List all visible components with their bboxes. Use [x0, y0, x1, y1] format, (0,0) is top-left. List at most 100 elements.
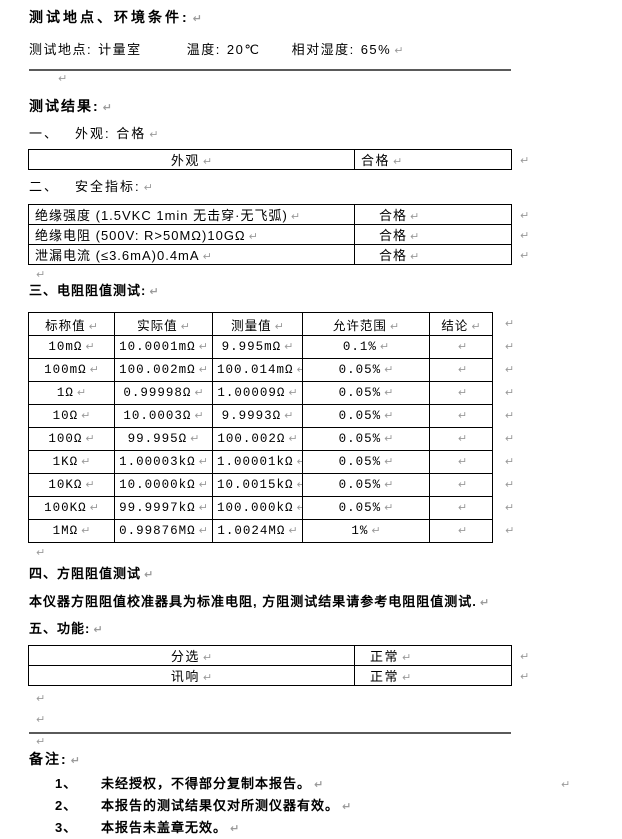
table-row: 1MΩ ↵ 0.99876MΩ ↵ 1.0024MΩ ↵ 1% ↵ ↵ ↵	[28, 519, 519, 543]
table-cell: 10.0000kΩ ↵	[114, 473, 213, 497]
paragraph-mark: ↵	[202, 155, 213, 168]
paragraph-mark: ↵	[290, 210, 301, 223]
paragraph-mark: ↵	[402, 651, 412, 664]
paragraph-mark: ↵	[202, 250, 212, 263]
row-end-mark-cell: ↵	[493, 382, 519, 405]
test-location-value: 计量室	[98, 42, 142, 57]
cell-text: 合格	[361, 153, 391, 168]
paragraph-mark: ↵	[520, 154, 530, 167]
table-cell: ↵	[429, 519, 493, 543]
results-title: 测试结果:	[29, 98, 100, 114]
table-cell: 100.014mΩ↵	[212, 358, 303, 382]
cell-text: 外观	[170, 153, 200, 168]
paragraph-mark: ↵	[192, 12, 202, 25]
table-cell: 10.0003Ω ↵	[114, 404, 213, 428]
table-cell: 100.000kΩ↵	[212, 496, 303, 520]
cell-text: 99.9997kΩ	[119, 501, 196, 515]
section-number: 五、	[29, 621, 58, 636]
cell-text: 100.002mΩ	[119, 363, 196, 377]
cell-text: 10mΩ	[48, 340, 83, 354]
table-cell: 0.05% ↵	[302, 358, 430, 382]
paragraph-mark: ↵	[402, 671, 412, 684]
cell-text: 绝缘电阻 (500V: R>50MΩ)10GΩ	[35, 228, 246, 243]
paragraph-mark: ↵	[384, 501, 394, 514]
paragraph-mark: ↵	[198, 478, 208, 491]
table-cell: 合格 ↵	[354, 224, 512, 245]
resistance-table: 标称值 ↵ 实际值 ↵ 测量值 ↵ 允许范围 ↵ 结论 ↵ ↵ 10mΩ ↵ 10.0001mΩ ↵ 9.99…	[28, 312, 519, 543]
empty-paragraph: ↵	[33, 691, 622, 706]
sheet-resistance-note: 本仪器方阻阻值校准器具为标准电阻, 方阻测试结果请参考电阻阻值测试. ↵	[29, 593, 622, 612]
table-cell: ↵	[429, 496, 493, 520]
table-cell: 实际值 ↵	[114, 312, 213, 336]
cell-text: 100.014mΩ	[217, 363, 294, 377]
paragraph-mark: ↵	[520, 670, 530, 683]
paragraph-mark: ↵	[393, 155, 403, 168]
section-number: 三、	[29, 283, 58, 298]
paragraph-mark: ↵	[88, 319, 98, 333]
humidity-label: 相对湿度:	[291, 42, 355, 57]
empty-paragraph: ↵	[33, 734, 622, 749]
paragraph-mark: ↵	[36, 713, 46, 726]
table-cell: ↵	[429, 404, 493, 428]
paragraph-mark: ↵	[457, 478, 468, 491]
paragraph-mark: ↵	[81, 524, 91, 537]
table-row: 100KΩ↵99.9997kΩ↵100.000kΩ↵0.05%↵↵↵	[28, 496, 519, 520]
table-cell: 9.9993Ω ↵	[212, 404, 303, 428]
cell-text: 绝缘强度 (1.5VKC 1min 无击穿·无飞弧)	[35, 208, 288, 223]
row-end-mark-cell: ↵	[493, 405, 519, 428]
paragraph-mark: ↵	[149, 285, 159, 298]
remark-number: 2、	[55, 798, 78, 813]
table-cell: 合格 ↵	[354, 244, 512, 265]
cell-text: 0.99998Ω	[123, 386, 192, 400]
section-heading-text: 外观: 合格	[75, 126, 147, 141]
paragraph-mark: ↵	[504, 340, 515, 353]
table-cell: 1Ω ↵	[28, 381, 115, 405]
paragraph-mark: ↵	[504, 455, 515, 468]
table-cell: 结论 ↵	[429, 312, 493, 336]
paragraph-mark: ↵	[384, 478, 394, 491]
table-cell: 合格 ↵	[354, 204, 512, 225]
table-cell: 1.00003kΩ ↵	[114, 450, 213, 474]
paragraph-mark: ↵	[520, 249, 530, 262]
paragraph-mark: ↵	[198, 363, 208, 376]
table-cell: 100KΩ ↵	[28, 496, 115, 520]
table-cell: 9.995mΩ ↵	[212, 335, 303, 359]
cell-text: 合格	[379, 228, 408, 243]
paragraph-mark: ↵	[198, 524, 208, 537]
cell-text: 1KΩ	[52, 455, 79, 469]
remark-text: 本报告的测试结果仅对所测仪器有效。	[101, 798, 340, 813]
table-cell: 正常 ↵	[354, 645, 512, 666]
cell-text: 1Ω	[56, 386, 74, 400]
cell-text: 0.05%	[338, 386, 382, 400]
section-heading-safety: 二、 安全指标: ↵	[29, 178, 622, 197]
paragraph-mark: ↵	[520, 650, 530, 663]
paragraph-mark: ↵	[85, 478, 95, 491]
paragraph-mark: ↵	[504, 317, 515, 330]
table-cell: 外观 ↵	[28, 149, 355, 170]
paragraph-mark: ↵	[89, 501, 99, 514]
table-cell: 0.05% ↵	[302, 404, 430, 428]
table-cell: 允许范围 ↵	[302, 312, 430, 336]
environment-line: 测试地点: 计量室 温度: 20℃ 相对湿度: 65% ↵	[29, 41, 622, 60]
table-row: 1KΩ↵1.00003kΩ↵1.00001kΩ↵0.05%↵↵↵	[28, 450, 519, 474]
table-cell: ↵	[429, 358, 493, 382]
paragraph-mark: ↵	[479, 596, 490, 609]
paragraph-mark: ↵	[457, 409, 468, 422]
remarks-title: 备注:	[29, 751, 68, 767]
row-end-mark-cell: ↵	[493, 428, 519, 451]
table-cell: ↵	[429, 427, 493, 451]
paragraph-mark: ↵	[70, 754, 80, 767]
cell-text: 0.05%	[338, 455, 382, 469]
remark-item: 2、 本报告的测试结果仅对所测仪器有效。 ↵	[29, 795, 622, 817]
env-section-title-line: 测试地点、环境条件: ↵	[29, 8, 622, 28]
paragraph-mark: ↵	[144, 568, 154, 581]
paragraph-mark: ↵	[36, 546, 46, 559]
cell-text: 0.99876MΩ	[119, 524, 196, 538]
table-row: 外观 ↵ 合格 ↵ ↵	[28, 149, 538, 170]
paragraph-mark: ↵	[379, 340, 390, 353]
cell-text: 10.0003Ω	[123, 409, 192, 423]
humidity-value: 65%	[360, 42, 392, 57]
cell-text: 1MΩ	[52, 524, 79, 538]
table-cell: 1.0024MΩ ↵	[212, 519, 303, 543]
table-row: 100mΩ↵100.002mΩ↵100.014mΩ↵0.05%↵↵↵	[28, 358, 519, 382]
